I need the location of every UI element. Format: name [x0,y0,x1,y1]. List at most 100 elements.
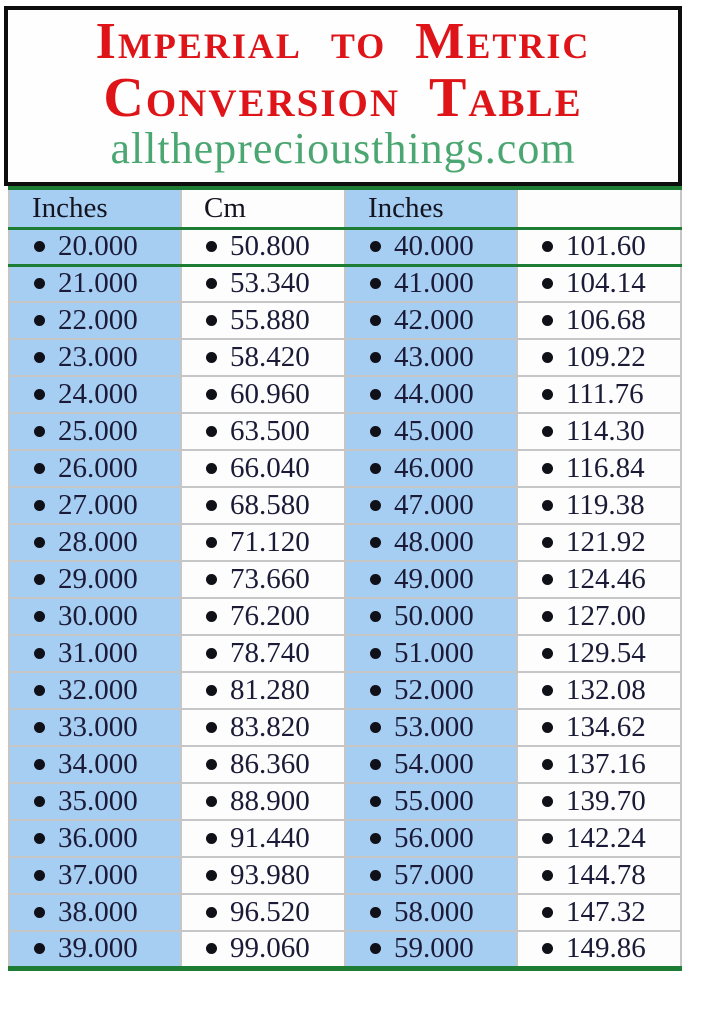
bullet-icon [34,241,45,252]
cell-cm-left: 60.960 [180,376,346,414]
bullet-icon [542,611,553,622]
cell-inches-left: 29.000 [8,561,182,599]
table-row: 37.000 93.980 57.000 144.78 [8,857,682,895]
cell-inches-right: 54.000 [344,746,518,784]
cell-inches-right: 47.000 [344,487,518,525]
cell-value: 63.500 [230,415,310,447]
table-header-row: Inches Cm Inches [8,186,682,230]
cell-value: 25.000 [58,415,138,447]
cell-inches-right: 41.000 [344,265,518,303]
bullet-icon [542,500,553,511]
bullet-icon [370,315,381,326]
bullet-icon [206,574,217,585]
cell-inches-left: 26.000 [8,450,182,488]
cell-cm-left: 91.440 [180,820,346,858]
cell-value: 132.08 [566,674,646,706]
table-row: 28.000 71.120 48.000 121.92 [8,524,682,562]
bullet-icon [34,574,45,585]
cell-value: 109.22 [566,341,646,373]
bullet-icon [206,500,217,511]
column-header-empty [516,186,682,230]
column-header-inches-left: Inches [8,186,182,230]
bullet-icon [370,463,381,474]
cell-inches-left: 30.000 [8,598,182,636]
bullet-icon [206,648,217,659]
cell-inches-right: 49.000 [344,561,518,599]
cell-value: 48.000 [394,526,474,558]
bullet-icon [206,278,217,290]
cell-value: 21.000 [58,267,138,300]
bullet-icon [34,796,45,807]
bullet-icon [542,648,553,659]
cell-value: 50.800 [230,230,310,262]
cell-inches-right: 48.000 [344,524,518,562]
cell-value: 104.14 [566,267,646,300]
bullet-icon [206,463,217,474]
page: Imperial to Metric Conversion Table allt… [0,6,702,1024]
bullet-icon [542,685,553,696]
bullet-icon [206,907,217,918]
bullet-icon [370,611,381,622]
cell-value: 91.440 [230,822,310,854]
bullet-icon [542,722,553,733]
cell-value: 76.200 [230,600,310,632]
table-row: 25.000 63.500 45.000 114.30 [8,413,682,451]
bullet-icon [34,833,45,844]
table-row: 34.000 86.360 54.000 137.16 [8,746,682,784]
table-row: 38.000 96.520 58.000 147.32 [8,894,682,932]
cell-cm-right: 129.54 [516,635,682,673]
bullet-icon [542,574,553,585]
cell-inches-left: 38.000 [8,894,182,932]
cell-value: 53.340 [230,267,310,300]
table-row: 29.000 73.660 49.000 124.46 [8,561,682,599]
cell-cm-right: 104.14 [516,265,682,303]
cell-inches-left: 32.000 [8,672,182,710]
header-box: Imperial to Metric Conversion Table allt… [4,6,682,186]
cell-cm-right: 101.60 [516,228,682,267]
bullet-icon [542,907,553,918]
bullet-icon [370,352,381,363]
cell-value: 35.000 [58,785,138,817]
bullet-icon [370,241,381,252]
cell-value: 23.000 [58,341,138,373]
table-row: 20.000 50.800 40.000 101.60 [8,228,682,267]
cell-cm-left: 58.420 [180,339,346,377]
column-header-inches-right: Inches [344,186,518,230]
cell-value: 121.92 [566,526,646,558]
table-row: 27.000 68.580 47.000 119.38 [8,487,682,525]
cell-value: 34.000 [58,748,138,780]
table-row: 39.000 99.060 59.000 149.86 [8,931,682,971]
cell-cm-left: 73.660 [180,561,346,599]
cell-inches-left: 34.000 [8,746,182,784]
cell-cm-right: 121.92 [516,524,682,562]
bullet-icon [34,907,45,918]
cell-value: 46.000 [394,452,474,484]
cell-cm-left: 83.820 [180,709,346,747]
cell-cm-left: 78.740 [180,635,346,673]
cell-value: 134.62 [566,711,646,743]
bullet-icon [34,500,45,511]
bullet-icon [34,389,45,400]
cell-value: 33.000 [58,711,138,743]
bullet-icon [542,352,553,363]
bullet-icon [370,796,381,807]
conversion-table: Inches Cm Inches 20.000 50.800 40.000 10… [8,186,682,971]
cell-value: 139.70 [566,785,646,817]
bullet-icon [34,870,45,881]
cell-value: 99.060 [230,932,310,965]
cell-cm-right: 142.24 [516,820,682,858]
bullet-icon [370,389,381,400]
cell-value: 71.120 [230,526,310,558]
table-body: 20.000 50.800 40.000 101.60 21.000 53.34… [8,228,682,971]
cell-value: 88.900 [230,785,310,817]
cell-inches-left: 37.000 [8,857,182,895]
bullet-icon [34,648,45,659]
bullet-icon [542,943,553,955]
cell-inches-left: 28.000 [8,524,182,562]
cell-value: 124.46 [566,563,646,595]
cell-inches-right: 44.000 [344,376,518,414]
table-header: Inches Cm Inches [8,186,682,230]
cell-value: 37.000 [58,859,138,891]
cell-value: 24.000 [58,378,138,410]
cell-inches-left: 31.000 [8,635,182,673]
